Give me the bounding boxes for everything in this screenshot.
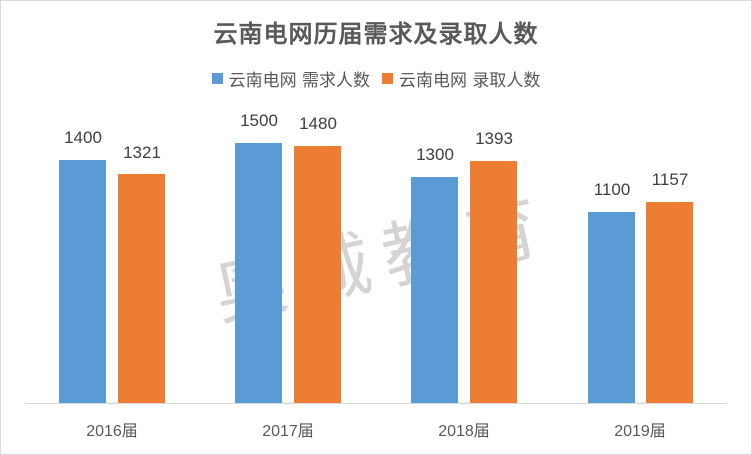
legend-label-admitted: 云南电网 录取人数 (399, 71, 541, 91)
data-label: 1157 (651, 170, 689, 189)
x-axis-line (25, 403, 727, 404)
data-label: 1500 (240, 111, 278, 130)
bar-admitted-2019[interactable] (646, 202, 693, 403)
bar-admitted-2016[interactable] (118, 174, 165, 403)
legend-item-admitted[interactable]: 云南电网 录取人数 (382, 66, 540, 91)
data-label: 1300 (416, 145, 454, 164)
x-tick-label: 2018届 (438, 423, 490, 440)
chart-legend: 云南电网 需求人数 云南电网 录取人数 (0, 66, 752, 91)
bar-demand-2017[interactable] (235, 143, 282, 403)
data-label: 1480 (299, 114, 337, 133)
bar-demand-2018[interactable] (411, 177, 458, 403)
bar-demand-2016[interactable] (59, 160, 106, 403)
legend-item-demand[interactable]: 云南电网 需求人数 (211, 66, 370, 91)
legend-swatch-orange-icon (382, 73, 393, 84)
legend-label-demand: 云南电网 需求人数 (228, 71, 370, 91)
x-tick-label: 2019届 (614, 423, 666, 440)
data-label: 1400 (64, 128, 102, 147)
bar-admitted-2017[interactable] (294, 146, 341, 403)
data-label: 1393 (475, 129, 513, 148)
data-label: 1100 (593, 180, 631, 199)
bar-admitted-2018[interactable] (470, 161, 517, 403)
chart-title: 云南电网历届需求及录取人数 (213, 20, 539, 48)
x-tick-label: 2017届 (262, 423, 314, 440)
legend-swatch-blue-icon (211, 73, 223, 84)
data-label: 1321 (123, 143, 161, 162)
x-tick-label: 2016届 (86, 423, 138, 440)
bar-demand-2019[interactable] (588, 212, 635, 403)
